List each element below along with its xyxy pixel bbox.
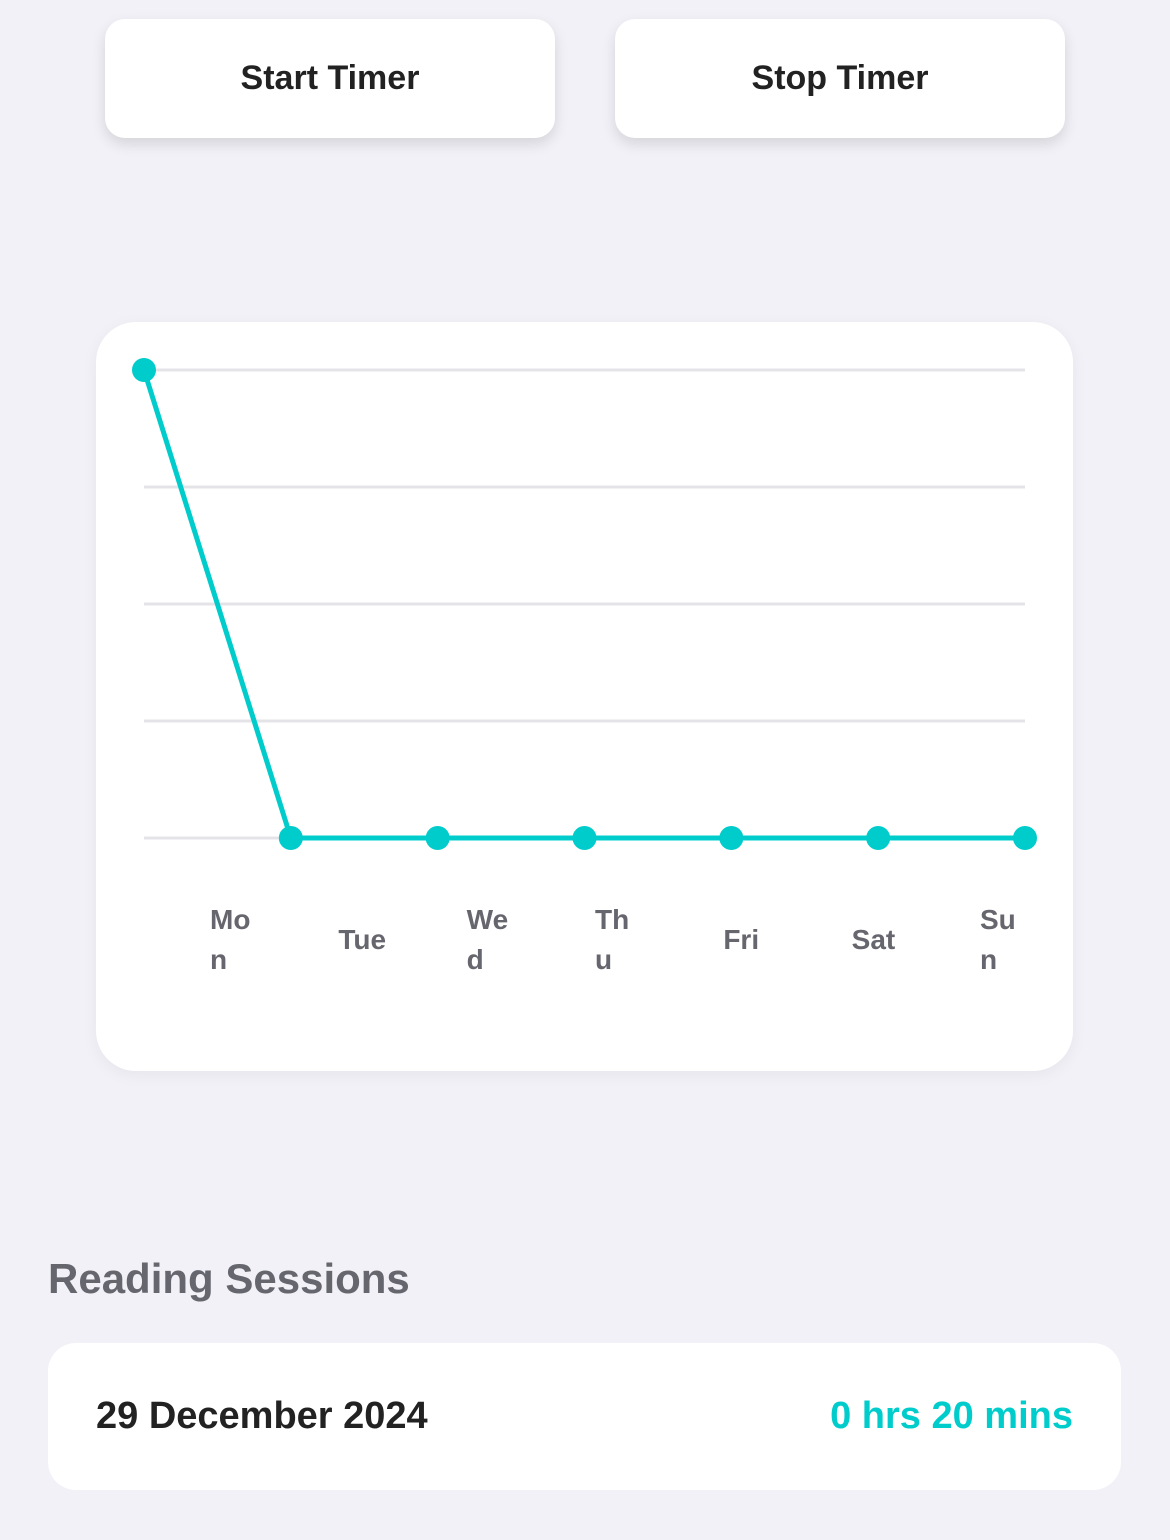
point xyxy=(278,826,303,850)
session-duration: 0 hrs 20 mins xyxy=(830,1395,1073,1437)
section-title: Reading Sessions xyxy=(48,1255,410,1302)
x-tick-label: Thu xyxy=(595,904,630,975)
start-timer-button[interactable]: Start Timer xyxy=(105,19,555,138)
x-tick-label: Tue xyxy=(338,924,387,955)
x-tick-label: Sun xyxy=(980,904,1016,975)
session-row[interactable]: 29 December 2024 0 hrs 20 mins xyxy=(48,1343,1121,1490)
stop-timer-button[interactable]: Stop Timer xyxy=(615,19,1065,138)
point xyxy=(132,358,156,382)
point xyxy=(866,826,891,850)
session-date: 29 December 2024 xyxy=(96,1395,428,1437)
x-tick-label: Mon xyxy=(210,904,251,975)
x-tick-label: Sat xyxy=(851,924,896,955)
x-tick-label: Wed xyxy=(466,904,509,975)
point xyxy=(425,826,450,850)
point xyxy=(1013,826,1037,850)
x-tick-label: Fri xyxy=(723,924,760,955)
point xyxy=(572,826,597,850)
point xyxy=(719,826,744,850)
chart-card xyxy=(96,322,1073,1071)
